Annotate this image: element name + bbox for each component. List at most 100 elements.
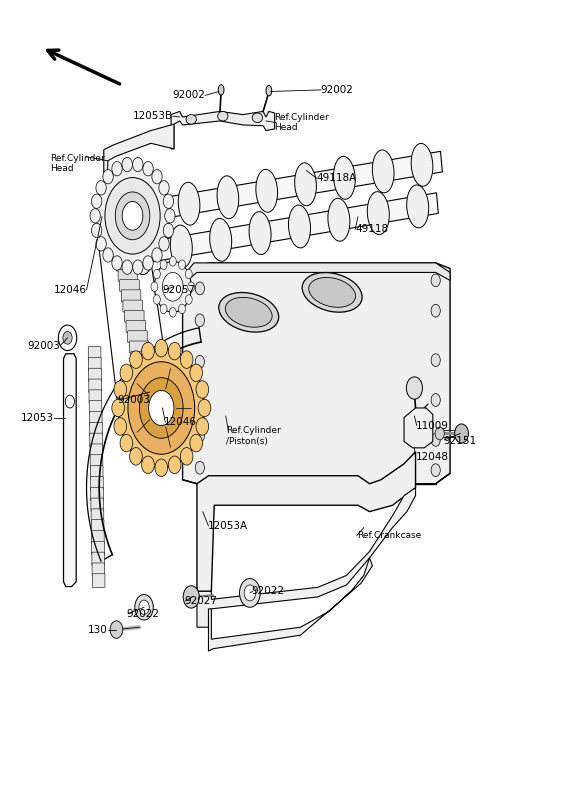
Circle shape [142, 456, 154, 474]
Polygon shape [404, 408, 433, 448]
FancyBboxPatch shape [134, 372, 154, 384]
FancyBboxPatch shape [131, 351, 150, 363]
FancyBboxPatch shape [90, 422, 102, 436]
Text: 92057: 92057 [162, 285, 195, 295]
Text: 92022: 92022 [127, 609, 160, 618]
Ellipse shape [249, 212, 271, 254]
Circle shape [169, 257, 176, 266]
FancyBboxPatch shape [88, 368, 101, 382]
Circle shape [159, 237, 169, 251]
Polygon shape [121, 193, 438, 266]
Ellipse shape [217, 176, 239, 218]
Circle shape [195, 430, 205, 442]
Ellipse shape [328, 198, 350, 242]
FancyBboxPatch shape [126, 321, 146, 333]
FancyBboxPatch shape [91, 477, 103, 490]
Circle shape [195, 282, 205, 294]
FancyBboxPatch shape [132, 362, 152, 374]
Circle shape [431, 434, 440, 446]
Circle shape [155, 339, 168, 357]
Circle shape [96, 237, 106, 251]
Ellipse shape [411, 143, 433, 186]
FancyBboxPatch shape [112, 229, 131, 241]
Text: Ref.Cylinder
/Piston(s): Ref.Cylinder /Piston(s) [226, 426, 280, 446]
Ellipse shape [186, 114, 197, 124]
FancyBboxPatch shape [117, 259, 136, 271]
Text: 12053B: 12053B [133, 111, 173, 121]
FancyBboxPatch shape [92, 574, 105, 587]
Text: 92002: 92002 [173, 90, 206, 101]
Circle shape [128, 362, 195, 454]
Circle shape [58, 325, 77, 350]
FancyBboxPatch shape [89, 379, 102, 393]
Circle shape [431, 464, 440, 477]
Circle shape [183, 586, 199, 608]
Circle shape [118, 348, 205, 468]
Circle shape [112, 256, 122, 270]
FancyBboxPatch shape [91, 530, 104, 544]
Circle shape [155, 459, 168, 477]
Circle shape [122, 260, 132, 274]
Ellipse shape [407, 185, 429, 228]
Circle shape [154, 262, 191, 312]
FancyBboxPatch shape [91, 487, 103, 501]
FancyBboxPatch shape [92, 542, 105, 555]
Text: Ref.Cylinder
Head: Ref.Cylinder Head [50, 154, 105, 173]
Circle shape [153, 270, 160, 279]
Circle shape [149, 390, 174, 426]
Ellipse shape [367, 192, 390, 234]
Circle shape [168, 342, 181, 360]
FancyBboxPatch shape [124, 310, 144, 322]
Circle shape [190, 364, 202, 382]
Polygon shape [104, 124, 174, 178]
Text: 12046: 12046 [164, 418, 197, 427]
Circle shape [163, 223, 173, 238]
FancyBboxPatch shape [91, 498, 103, 512]
FancyBboxPatch shape [115, 249, 135, 261]
Circle shape [195, 398, 205, 410]
Text: 11009: 11009 [416, 421, 449, 430]
Text: 12046: 12046 [54, 285, 87, 295]
Circle shape [431, 274, 440, 286]
Text: Ref.Cylinder
Head: Ref.Cylinder Head [275, 113, 329, 132]
Text: 92003: 92003 [117, 395, 150, 405]
FancyBboxPatch shape [91, 509, 104, 522]
Circle shape [435, 427, 444, 440]
Circle shape [129, 447, 142, 465]
FancyBboxPatch shape [90, 466, 103, 479]
FancyBboxPatch shape [129, 341, 149, 353]
FancyBboxPatch shape [92, 563, 105, 577]
Polygon shape [64, 354, 76, 586]
Circle shape [169, 307, 176, 317]
Circle shape [180, 351, 193, 368]
Circle shape [152, 170, 162, 184]
Text: 92027: 92027 [184, 596, 217, 606]
Circle shape [179, 304, 186, 314]
Circle shape [244, 585, 255, 601]
Text: 12048: 12048 [416, 452, 449, 462]
Circle shape [103, 170, 113, 184]
Circle shape [91, 194, 102, 209]
Polygon shape [183, 263, 450, 285]
Text: Ref.Crankcase: Ref.Crankcase [357, 531, 421, 540]
Ellipse shape [372, 150, 394, 193]
Circle shape [129, 351, 142, 368]
FancyBboxPatch shape [121, 290, 141, 302]
Circle shape [90, 209, 101, 223]
Ellipse shape [266, 86, 272, 96]
Circle shape [186, 270, 192, 279]
Circle shape [63, 331, 72, 344]
Text: 92151: 92151 [443, 437, 476, 446]
Ellipse shape [302, 273, 362, 312]
Circle shape [95, 164, 170, 268]
Polygon shape [183, 263, 450, 484]
Circle shape [239, 578, 260, 607]
FancyBboxPatch shape [90, 454, 103, 468]
Ellipse shape [218, 111, 228, 121]
FancyBboxPatch shape [90, 433, 102, 446]
Polygon shape [171, 111, 275, 149]
FancyBboxPatch shape [89, 390, 102, 403]
Ellipse shape [225, 298, 272, 327]
FancyBboxPatch shape [123, 300, 142, 312]
Circle shape [196, 418, 209, 435]
